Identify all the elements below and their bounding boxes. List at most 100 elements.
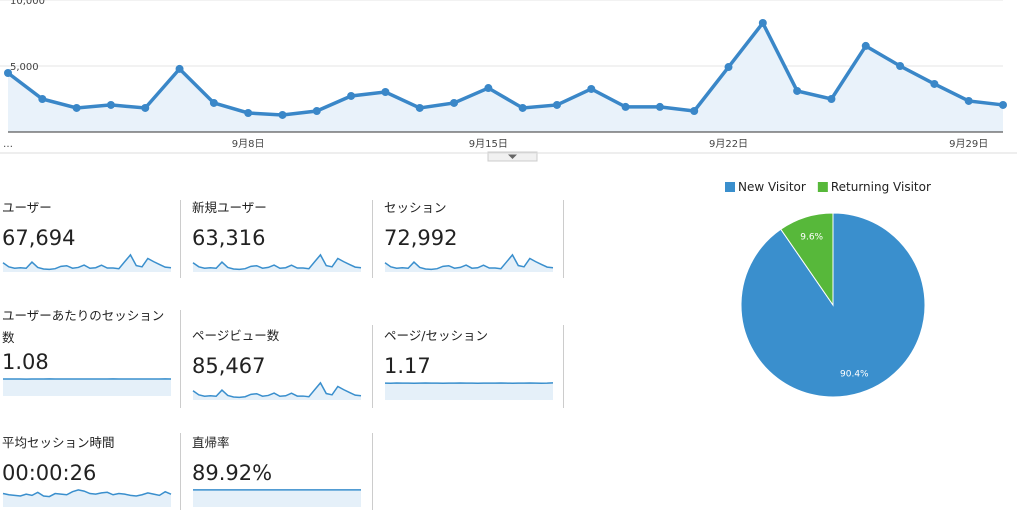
point: [415, 103, 424, 112]
x-tick-label: 9月29日: [949, 138, 988, 150]
metric-label: ページ/セッション: [384, 328, 488, 343]
metric-label: ページビュー数: [192, 328, 280, 343]
pie-chart: New Visitor Returning Visitor 90.4% 9.6%: [725, 180, 931, 398]
point: [758, 18, 767, 27]
divider: [372, 325, 373, 408]
sparkline-area: [3, 378, 171, 396]
toggle-arrow: [508, 154, 517, 159]
x-tick-label: …: [3, 139, 13, 150]
sparkline-area: [193, 254, 361, 272]
point: [724, 63, 733, 72]
x-tick-label: 9月8日: [232, 138, 265, 150]
pie-slice: [740, 212, 926, 398]
x-tick-label: 9月15日: [469, 138, 508, 150]
metric-value: 63,316: [192, 226, 266, 250]
divider: [180, 310, 181, 408]
metric-card: ユーザー 67,694: [2, 197, 174, 273]
point: [347, 91, 356, 100]
divider: [563, 325, 564, 408]
divider: [180, 433, 181, 510]
point: [141, 103, 150, 112]
point: [484, 84, 493, 93]
metric-value: 89.92%: [192, 461, 273, 485]
legend-swatch: [725, 182, 735, 192]
metric-value: 85,467: [192, 354, 266, 378]
legend-swatch: [817, 182, 828, 192]
divider: [372, 433, 373, 510]
point: [827, 95, 836, 103]
divider: [180, 200, 181, 278]
sparkline-line: [384, 253, 554, 271]
metric-card: 直帰率 89.92%: [192, 432, 364, 508]
point: [690, 107, 699, 116]
metric-card: ページ/セッション 1.17: [384, 325, 556, 401]
sparkline-line: [192, 253, 362, 271]
metric-card: ユーザーあたりのセッション数 1.08: [2, 305, 174, 397]
metric-value: 1.17: [384, 354, 431, 378]
metric-card: セッション 72,992: [384, 197, 556, 273]
y-tick-label: 5,000: [10, 62, 39, 73]
sparkline-area: [193, 489, 361, 507]
point: [930, 79, 939, 88]
sparkline: [384, 253, 554, 272]
metric-value: 72,992: [384, 226, 458, 250]
divider: [372, 200, 373, 278]
sparkline: [192, 253, 362, 272]
point: [518, 103, 527, 112]
metric-card: 平均セッション時間 00:00:26: [2, 432, 174, 508]
sparkline-area: [193, 382, 361, 400]
point: [999, 100, 1007, 109]
pie-slice: [780, 212, 834, 307]
point: [312, 107, 321, 116]
metric-label: ユーザー: [2, 200, 52, 215]
point: [655, 102, 664, 111]
slice-label: 90.4%: [840, 370, 869, 380]
point: [4, 68, 12, 77]
sparkline: [3, 378, 172, 396]
point: [587, 84, 596, 93]
metric-label: 新規ユーザー: [192, 200, 267, 215]
sparkline-line: [2, 253, 172, 271]
point: [793, 86, 802, 95]
sparkline: [192, 489, 362, 507]
metric-label: ユーザーあたりのセッション数: [2, 308, 165, 345]
x-tick-label: 9月22日: [709, 138, 748, 150]
metric-value: 1.08: [2, 350, 49, 374]
sparkline: [2, 489, 172, 507]
area: [8, 22, 1003, 132]
divider: [563, 200, 564, 278]
point: [209, 98, 218, 107]
metric-label: 平均セッション時間: [2, 435, 115, 450]
sparkline-line: [2, 489, 172, 498]
point: [381, 88, 390, 97]
point: [278, 110, 287, 119]
sparkline: [2, 253, 172, 272]
legend-label: New Visitor: [738, 180, 806, 194]
sparkline-area: [385, 382, 553, 400]
metric-value: 67,694: [2, 226, 76, 250]
line: [6, 19, 1004, 117]
sparkline-area: [385, 254, 553, 272]
point: [552, 100, 561, 109]
metric-value: 00:00:26: [2, 461, 97, 485]
metric-label: 直帰率: [192, 435, 230, 450]
sparkline: [192, 381, 362, 400]
main-chart: 5,000 10,000 … 9月8日 9月15日 9月22日 9月29日: [0, 0, 1017, 162]
point: [72, 103, 81, 112]
slice-label: 9.6%: [800, 232, 823, 242]
point: [861, 41, 870, 50]
point: [175, 64, 184, 73]
point: [106, 100, 115, 109]
point: [38, 95, 47, 103]
y-tick-label: 10,000: [10, 0, 45, 7]
sparkline-line: [192, 381, 362, 399]
sparkline: [384, 382, 554, 400]
point: [964, 96, 973, 105]
metric-label: セッション: [384, 200, 447, 215]
metric-card: ページビュー数 85,467: [192, 325, 364, 401]
point: [244, 108, 253, 117]
legend-label: Returning Visitor: [831, 180, 931, 194]
sparkline-area: [3, 489, 171, 507]
point: [896, 62, 905, 70]
